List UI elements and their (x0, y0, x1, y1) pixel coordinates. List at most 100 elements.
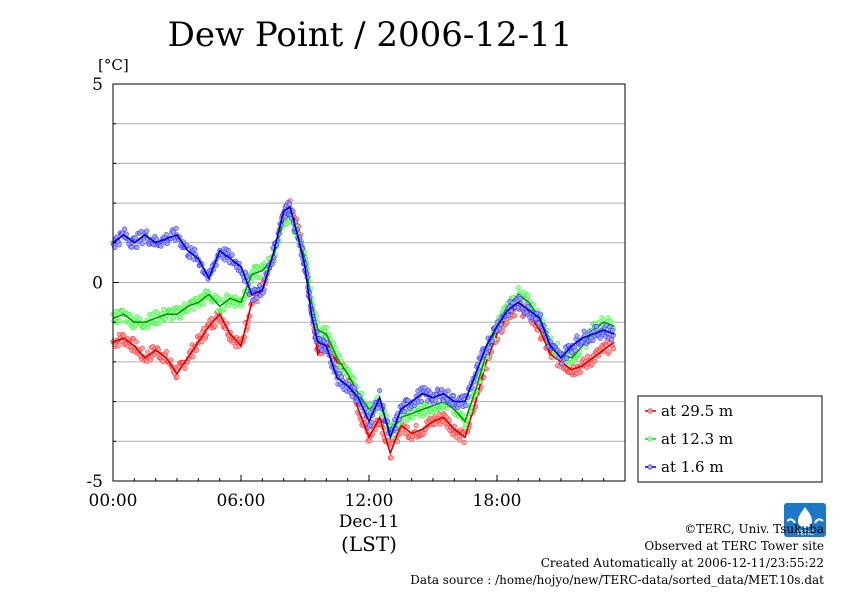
credit-created: Created Automatically at 2006-12-11/23:5… (540, 556, 824, 570)
series-layer (110, 198, 616, 461)
data-point (498, 322, 504, 328)
data-point (444, 405, 450, 411)
data-point (258, 274, 264, 280)
data-point (351, 376, 357, 382)
data-point (352, 385, 358, 391)
data-point (421, 410, 427, 416)
data-point (212, 323, 218, 329)
data-point (170, 229, 176, 235)
data-point (506, 313, 512, 319)
data-point (453, 434, 459, 440)
data-point (349, 394, 355, 400)
data-point (595, 319, 601, 325)
data-point (592, 358, 598, 364)
data-point (463, 403, 469, 409)
y-tick-labels: 5 0 -5 (86, 75, 119, 492)
legend-box (637, 395, 823, 483)
data-point (608, 319, 614, 325)
x-axis-label: (LST) (341, 532, 397, 556)
data-point (229, 252, 235, 258)
data-point (178, 315, 184, 321)
data-point (569, 350, 575, 356)
data-point (427, 390, 433, 396)
data-point (190, 354, 196, 360)
data-point (173, 225, 179, 231)
data-point (287, 201, 293, 207)
grid-lines (113, 123, 625, 442)
data-point (445, 388, 451, 394)
data-point (367, 437, 373, 443)
legend-marker (647, 436, 653, 442)
data-point (174, 374, 180, 380)
y-tick-label: 5 (92, 75, 103, 95)
data-point (199, 339, 205, 345)
data-point (194, 347, 200, 353)
data-point (182, 366, 188, 372)
series-line (112, 205, 615, 440)
data-point (115, 343, 121, 349)
data-point (116, 242, 122, 248)
y-axis-unit: [°C] (98, 56, 129, 74)
data-point (160, 359, 166, 365)
data-point (163, 349, 169, 355)
data-point (161, 306, 167, 312)
data-point (209, 316, 215, 322)
data-point (133, 339, 139, 345)
data-point (572, 347, 578, 353)
legend-label: at 1.6 m (661, 458, 724, 476)
data-point (134, 244, 140, 250)
legend-marker (647, 464, 653, 470)
data-point (154, 236, 160, 242)
data-point (439, 387, 445, 393)
data-point (158, 243, 164, 249)
data-point (578, 369, 584, 375)
data-point (129, 244, 135, 250)
data-point (132, 235, 138, 241)
data-point (433, 398, 439, 404)
data-point (554, 340, 560, 346)
data-point (221, 307, 227, 313)
data-point (559, 361, 565, 367)
data-point (139, 345, 145, 351)
data-point (490, 338, 496, 344)
y-tick-label: -5 (86, 472, 103, 492)
data-point (163, 232, 169, 238)
data-point (421, 431, 427, 437)
data-point (405, 397, 411, 403)
data-point (122, 226, 128, 232)
data-point (590, 337, 596, 343)
data-point (609, 337, 615, 343)
data-point (323, 324, 329, 330)
data-point (137, 316, 143, 322)
data-point (585, 353, 591, 359)
data-point (201, 326, 207, 332)
credit-copyright: ©TERC, Univ. Tsukuba (684, 522, 824, 536)
data-point (581, 328, 587, 334)
terc-logo-icon: TERC (784, 503, 826, 537)
data-point (517, 296, 523, 302)
legend-label: at 29.5 m (661, 402, 733, 420)
legend-marker (647, 408, 653, 414)
x-tick-labels: 00:00 06:00 12:00 18:00 (89, 475, 605, 511)
data-point (563, 355, 569, 361)
data-point (157, 319, 163, 325)
x-tick-label: 12:00 (345, 491, 394, 511)
data-point (170, 314, 176, 320)
data-point (377, 388, 383, 394)
data-point (337, 353, 343, 359)
data-point (436, 411, 442, 417)
x-date-label: Dec-11 (339, 512, 400, 532)
data-point (145, 349, 151, 355)
data-point (610, 346, 616, 352)
data-point (525, 292, 531, 298)
data-point (450, 392, 456, 398)
x-tick-label: 18:00 (473, 491, 522, 511)
data-point (112, 245, 118, 251)
data-point (192, 246, 198, 252)
credit-source: Data source : /home/hojyo/new/TERC-data/… (410, 573, 824, 587)
legend: at 29.5 m at 12.3 m at 1.6 m (637, 395, 823, 483)
data-point (584, 364, 590, 370)
series-2 (110, 199, 616, 440)
data-point (486, 344, 492, 350)
